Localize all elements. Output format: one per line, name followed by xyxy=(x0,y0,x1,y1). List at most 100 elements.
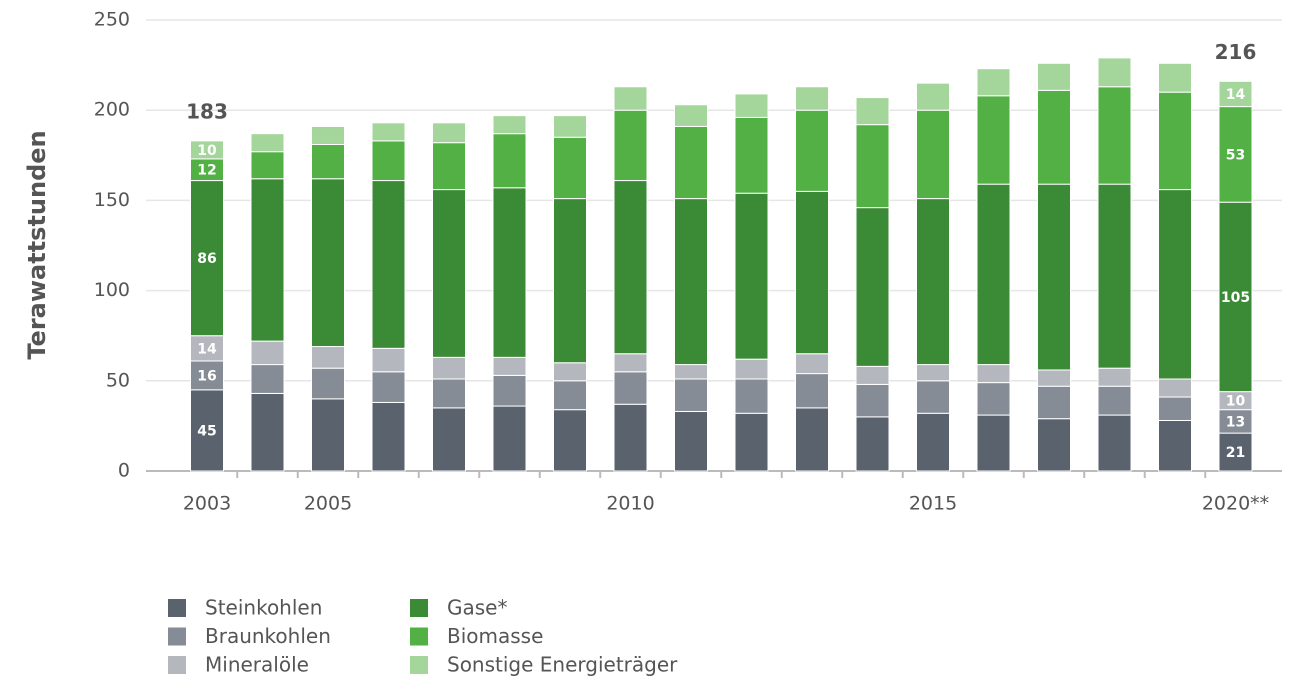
legend-swatch xyxy=(168,599,186,617)
value-label: 53 xyxy=(1226,147,1245,163)
bar-segment xyxy=(1218,80,1253,108)
bar-segment xyxy=(492,374,527,407)
bar-segment xyxy=(916,109,950,200)
legend-swatch xyxy=(410,599,428,617)
bar-segment xyxy=(795,190,829,355)
bar-segment xyxy=(1158,396,1192,421)
bar-segment xyxy=(976,414,1011,472)
legend-swatch xyxy=(168,656,186,674)
bar-segment xyxy=(916,82,950,111)
y-tick-label: 200 xyxy=(94,99,130,121)
bar-segment xyxy=(1097,57,1132,88)
value-label: 14 xyxy=(1226,87,1246,103)
bar-segment xyxy=(613,109,648,182)
bar-segment xyxy=(432,189,466,358)
bar-segment xyxy=(311,367,345,400)
bar-segment xyxy=(190,140,224,160)
value-label: 13 xyxy=(1226,414,1245,430)
bar-segment xyxy=(190,335,224,362)
bar-segment xyxy=(1097,414,1132,472)
bar-segment xyxy=(1097,86,1132,185)
bar-segment xyxy=(492,133,527,189)
bar-segment xyxy=(371,401,406,472)
bar-segment xyxy=(1158,91,1192,191)
bar-segment xyxy=(553,198,587,364)
bar-segment xyxy=(1037,183,1071,371)
y-tick-label: 150 xyxy=(94,189,130,211)
bar-segment xyxy=(553,115,587,138)
legend-label: Sonstige Energieträger xyxy=(447,653,678,677)
bar-segment xyxy=(795,353,829,375)
bar-segment xyxy=(855,97,890,126)
bar-segment xyxy=(613,403,648,472)
bar-segment xyxy=(613,180,648,355)
bar-segment xyxy=(976,95,1011,185)
bar-segment xyxy=(613,353,648,373)
bar-segment xyxy=(1158,62,1192,93)
bar-segment xyxy=(795,109,829,192)
legend-swatch xyxy=(410,627,428,646)
bar-segment xyxy=(855,124,890,209)
bar-segment xyxy=(1097,385,1132,416)
x-tick-label: 2005 xyxy=(304,493,352,515)
bar-segment xyxy=(371,180,406,349)
bar-segment xyxy=(190,360,224,391)
legend-label: Gase* xyxy=(447,596,507,620)
bar-segment xyxy=(674,378,708,412)
bar-segment xyxy=(674,198,708,366)
bar-segment xyxy=(734,412,769,472)
bar-segment xyxy=(371,140,406,182)
bar-segment xyxy=(1037,89,1071,185)
bar-segment xyxy=(1158,419,1192,472)
bar-segment xyxy=(1037,369,1071,387)
bar-segment xyxy=(734,93,769,118)
legend-label: Biomasse xyxy=(447,624,543,648)
bar-segment xyxy=(795,407,829,472)
bar-segment xyxy=(1097,183,1132,369)
legend-swatch xyxy=(168,627,186,646)
bar-segment xyxy=(250,151,285,180)
bar-segment xyxy=(1037,418,1071,472)
value-label: 86 xyxy=(197,251,216,267)
bar-segment xyxy=(916,412,950,472)
bar-segment xyxy=(492,115,527,135)
x-tick-label: 2003 xyxy=(183,493,231,515)
y-tick-label: 250 xyxy=(94,9,130,31)
bar-segment xyxy=(432,378,466,409)
bar-segment xyxy=(674,104,708,127)
bar-segment xyxy=(311,398,345,472)
bar-segment xyxy=(553,409,587,472)
total-label: 183 xyxy=(186,99,228,123)
bar-segment xyxy=(976,382,1011,416)
value-label: 10 xyxy=(197,143,217,159)
bar-segment xyxy=(371,371,406,403)
bar-segment xyxy=(250,340,285,366)
bar-segment xyxy=(250,133,285,153)
y-tick-label: 50 xyxy=(106,369,130,391)
bar-segment xyxy=(734,192,769,360)
bar-segment xyxy=(613,371,648,405)
y-tick-label: 100 xyxy=(94,279,130,301)
bar-segment xyxy=(734,358,769,380)
bar-segment xyxy=(553,380,587,411)
x-tick-label: 2010 xyxy=(606,493,654,515)
bar-segment xyxy=(311,178,345,348)
legend-label: Steinkohlen xyxy=(205,596,322,620)
value-label: 12 xyxy=(197,163,216,179)
bar-segment xyxy=(492,405,527,472)
bar-segment xyxy=(976,183,1011,366)
value-label: 10 xyxy=(1226,394,1246,410)
bar-segment xyxy=(553,136,587,200)
y-axis-label: Terawattstunden xyxy=(23,130,51,359)
bar-segment xyxy=(674,125,708,200)
value-label: 105 xyxy=(1221,290,1250,306)
bar-segment xyxy=(492,187,527,358)
bar-segment xyxy=(674,410,708,472)
legend-swatch xyxy=(410,656,428,674)
bar-segment xyxy=(976,364,1011,384)
bar-segment xyxy=(734,116,769,194)
bar-segment xyxy=(432,356,466,380)
bar-segment xyxy=(674,364,708,380)
bar-segment xyxy=(250,392,285,472)
bar-segment xyxy=(734,378,769,414)
